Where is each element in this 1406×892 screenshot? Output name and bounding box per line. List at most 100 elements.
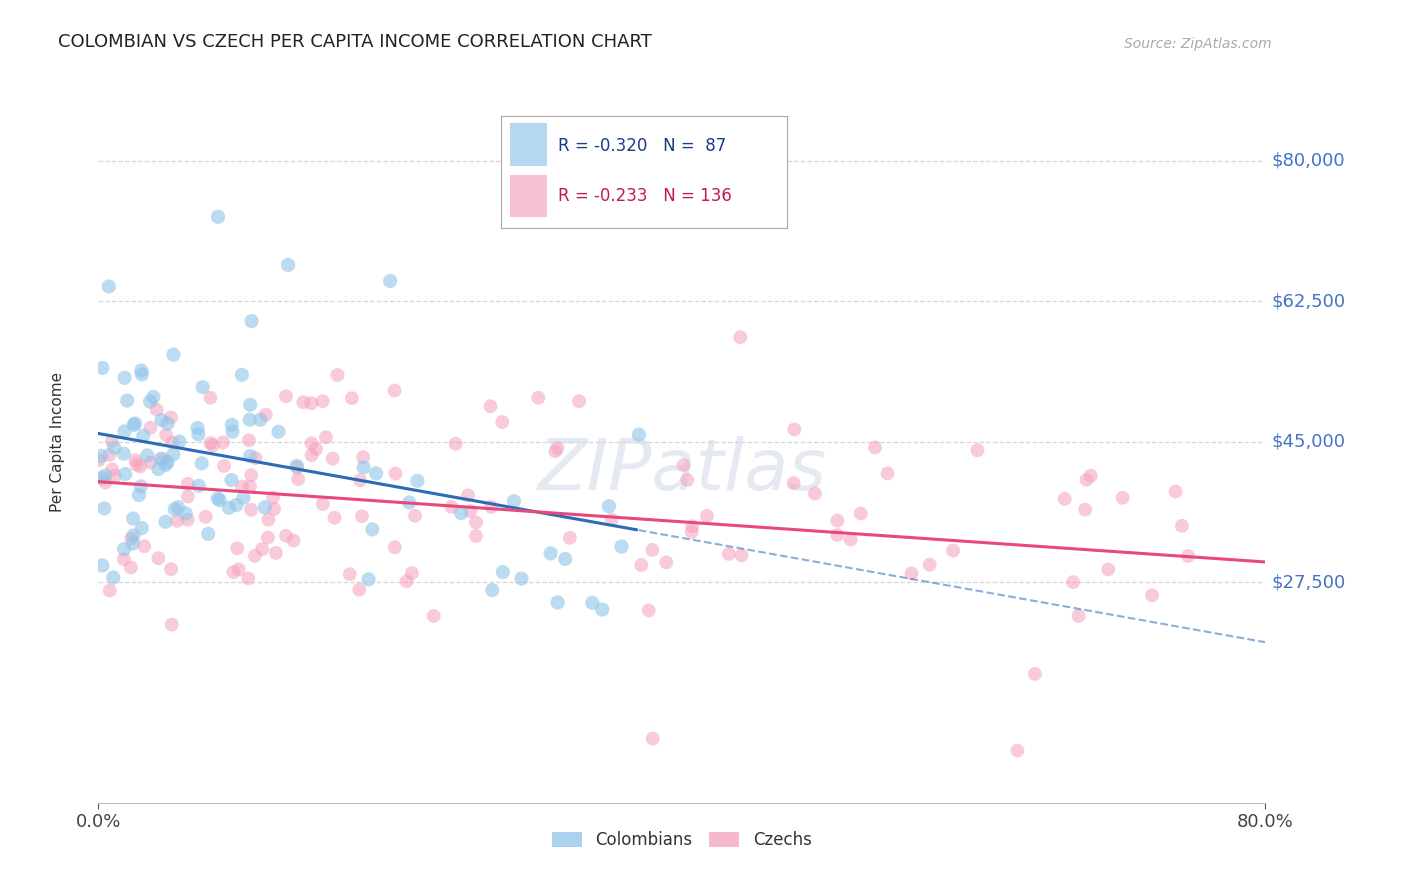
Point xyxy=(134,539,156,553)
Point xyxy=(252,542,274,557)
Point xyxy=(349,474,371,488)
Point xyxy=(696,508,718,523)
Point xyxy=(503,494,526,508)
Point xyxy=(315,430,337,444)
Point xyxy=(395,574,418,589)
Point xyxy=(221,425,243,439)
Point xyxy=(221,473,243,487)
Point xyxy=(169,434,191,449)
Point xyxy=(492,565,515,579)
Point xyxy=(1074,502,1097,516)
Point xyxy=(783,422,806,436)
Point xyxy=(301,436,323,450)
Point xyxy=(94,475,117,490)
Point xyxy=(312,497,335,511)
Point xyxy=(491,415,513,429)
Point xyxy=(160,410,183,425)
Point xyxy=(1112,491,1135,505)
Point xyxy=(655,555,678,569)
Text: $27,500: $27,500 xyxy=(1271,573,1346,591)
Point xyxy=(827,514,849,528)
Point xyxy=(222,565,245,579)
Point xyxy=(166,514,188,528)
Point xyxy=(610,540,633,554)
Point xyxy=(131,368,153,382)
Point xyxy=(120,532,142,546)
Point xyxy=(591,602,613,616)
Point xyxy=(94,468,117,483)
Point xyxy=(197,527,219,541)
Point xyxy=(274,389,297,403)
Point xyxy=(292,395,315,409)
Point xyxy=(641,731,664,746)
Point xyxy=(212,458,235,473)
Point xyxy=(114,467,136,481)
Point xyxy=(200,436,222,450)
Point xyxy=(91,360,114,375)
Point xyxy=(627,427,650,442)
Point xyxy=(1007,744,1029,758)
Point xyxy=(225,498,247,512)
Point xyxy=(349,582,371,597)
Point xyxy=(527,391,550,405)
Point xyxy=(122,528,145,542)
Point xyxy=(149,451,172,466)
Point xyxy=(672,458,695,472)
Point xyxy=(339,567,361,582)
Point xyxy=(479,500,502,514)
Point xyxy=(187,427,209,442)
Point xyxy=(160,617,183,632)
Point xyxy=(221,417,243,432)
Point xyxy=(641,542,664,557)
Point xyxy=(194,509,217,524)
Point xyxy=(177,476,200,491)
Point xyxy=(98,448,121,462)
Point xyxy=(122,511,145,525)
Point xyxy=(876,467,898,481)
Point xyxy=(132,429,155,443)
Point xyxy=(444,437,467,451)
Point xyxy=(546,441,568,455)
Point xyxy=(717,547,740,561)
Point xyxy=(104,468,127,483)
Point xyxy=(510,572,533,586)
Point xyxy=(150,413,173,427)
Point xyxy=(208,493,231,508)
Point xyxy=(156,455,179,469)
Point xyxy=(136,448,159,462)
Point xyxy=(326,368,349,382)
Text: ZIPatlas: ZIPatlas xyxy=(537,436,827,505)
Point xyxy=(160,562,183,576)
Point xyxy=(547,595,569,609)
Point xyxy=(637,603,659,617)
Point xyxy=(264,546,287,560)
Text: COLOMBIAN VS CZECH PER CAPITA INCOME CORRELATION CHART: COLOMBIAN VS CZECH PER CAPITA INCOME COR… xyxy=(58,33,651,52)
Point xyxy=(262,491,284,505)
Point xyxy=(162,348,184,362)
Point xyxy=(554,552,576,566)
Point xyxy=(112,447,135,461)
Point xyxy=(1024,666,1046,681)
Point xyxy=(207,491,229,506)
Point xyxy=(305,442,328,457)
Point xyxy=(101,462,124,476)
Point xyxy=(540,546,562,560)
Point xyxy=(167,500,190,515)
Point xyxy=(863,441,886,455)
Point xyxy=(285,458,308,473)
Text: Source: ZipAtlas.com: Source: ZipAtlas.com xyxy=(1123,37,1271,52)
Point xyxy=(112,542,135,557)
Point xyxy=(114,371,136,385)
Point xyxy=(101,434,124,448)
Point xyxy=(114,425,136,439)
Point xyxy=(174,507,197,521)
Point xyxy=(782,476,804,491)
Point xyxy=(91,471,114,485)
Point xyxy=(681,519,703,533)
Point xyxy=(129,459,152,474)
Point xyxy=(581,596,603,610)
Point xyxy=(401,566,423,581)
Point xyxy=(226,541,249,556)
Point xyxy=(600,513,623,527)
Point xyxy=(91,558,114,573)
